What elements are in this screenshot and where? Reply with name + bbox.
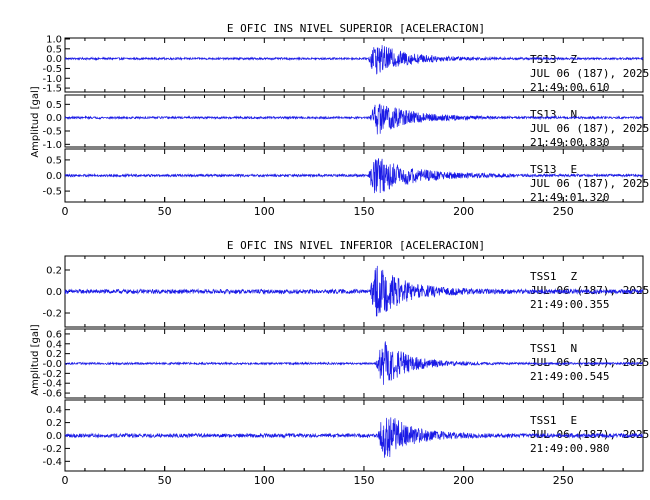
panel-time: 21:49:00.355 xyxy=(530,298,609,311)
waveform-trace xyxy=(64,341,644,385)
y-tick-label: -0.0 xyxy=(42,359,62,370)
x-tick-label: 250 xyxy=(553,474,574,487)
x-tick-label: 200 xyxy=(453,205,474,218)
chart-title-inferior: E OFIC INS NIVEL INFERIOR [ACELERACION] xyxy=(227,239,485,252)
panel-time: 21:49:01.320 xyxy=(530,191,609,204)
x-axis-superior: 0 50 100 150 200 250 xyxy=(62,197,624,218)
y-tick-label: 0.5 xyxy=(46,44,62,55)
y-tick-label: -1.0 xyxy=(42,140,62,151)
y-tick-label: 0.4 xyxy=(46,405,62,416)
waveform-trace xyxy=(64,417,644,458)
waveform-trace xyxy=(64,265,644,317)
panel-station: TS13 N xyxy=(530,108,577,121)
panel-time: 21:49:00.610 xyxy=(530,81,609,94)
panel-station: TSS1 E xyxy=(530,414,577,427)
y-tick-label: -0.5 xyxy=(42,187,62,198)
panel-station: TS13 Z xyxy=(530,53,578,66)
y-tick-label: -0.4 xyxy=(42,379,62,390)
waveform-trace xyxy=(64,158,644,194)
y-tick-label: -0.5 xyxy=(42,127,62,138)
y-tick-label: -0.2 xyxy=(42,369,62,380)
y-axis-label-superior: Amplitud [gal] xyxy=(30,86,41,157)
y-tick-label: 0.5 xyxy=(46,100,62,111)
panel-time: 21:49:00.830 xyxy=(530,136,609,149)
waveform-trace xyxy=(64,45,644,75)
y-tick-label: -0.4 xyxy=(42,457,62,468)
y-tick-label: 0.2 xyxy=(46,349,62,360)
x-tick-label: 50 xyxy=(158,474,172,487)
panel-superior-n: TS13 N JUL 06 (187), 2025 21:49:00.830 0.… xyxy=(42,94,649,151)
panel-time: 21:49:00.980 xyxy=(530,442,609,455)
chart-title-superior: E OFIC INS NIVEL SUPERIOR [ACELERACION] xyxy=(227,22,485,35)
y-tick-label: 0.6 xyxy=(46,329,62,340)
panel-date: JUL 06 (187), 2025 xyxy=(530,177,649,190)
y-tick-label: 0.0 xyxy=(46,54,62,65)
x-tick-label: 0 xyxy=(62,474,69,487)
y-tick-label: -0.2 xyxy=(42,444,62,455)
x-tick-label: 100 xyxy=(254,474,275,487)
x-tick-label: 50 xyxy=(158,205,172,218)
panel-superior-e: TS13 E JUL 06 (187), 2025 21:49:01.320 0.… xyxy=(42,148,649,204)
x-tick-label: 100 xyxy=(254,205,275,218)
y-tick-label: 0.0 xyxy=(46,171,62,182)
panel-station: TSS1 N xyxy=(530,342,577,355)
panel-station: TSS1 Z xyxy=(530,270,578,283)
x-tick-label: 250 xyxy=(553,205,574,218)
panel-inferior-n: TSS1 N JUL 06 (187), 2025 21:49:00.545 0.… xyxy=(42,328,649,400)
y-tick-label: -1.0 xyxy=(42,74,62,85)
panel-time: 21:49:00.545 xyxy=(530,370,609,383)
y-tick-label: -0.5 xyxy=(42,64,62,75)
x-tick-label: 0 xyxy=(62,205,69,218)
panel-date: JUL 06 (187), 2025 xyxy=(530,67,649,80)
panel-date: JUL 06 (187), 2025 xyxy=(530,428,649,441)
y-tick-label: 0.2 xyxy=(46,418,62,429)
panel-date: JUL 06 (187), 2025 xyxy=(530,284,649,297)
x-tick-label: 200 xyxy=(453,474,474,487)
y-tick-label: 0.5 xyxy=(46,155,62,166)
y-tick-label: 0.0 xyxy=(46,287,62,298)
x-tick-label: 150 xyxy=(353,205,374,218)
panel-date: JUL 06 (187), 2025 xyxy=(530,122,649,135)
y-tick-label: -1.5 xyxy=(42,84,62,95)
y-tick-label: 0.2 xyxy=(46,265,62,276)
y-tick-label: 1.0 xyxy=(46,34,62,45)
panel-superior-z: TS13 Z JUL 06 (187), 2025 21:49:00.610 1.… xyxy=(42,34,649,94)
x-tick-label: 150 xyxy=(353,474,374,487)
y-axis-label-inferior: Amplitud [gal] xyxy=(30,324,41,395)
y-tick-label: 0.0 xyxy=(46,431,62,442)
y-tick-label: 0.0 xyxy=(46,113,62,124)
y-tick-label: 0.4 xyxy=(46,339,62,350)
panel-date: JUL 06 (187), 2025 xyxy=(530,356,649,369)
panel-inferior-e: TSS1 E JUL 06 (187), 2025 21:49:00.980 0.… xyxy=(42,399,649,472)
y-tick-label: -0.2 xyxy=(42,309,62,320)
panel-inferior-z: TSS1 Z JUL 06 (187), 2025 21:49:00.355 0.… xyxy=(42,255,649,328)
waveform-trace xyxy=(64,103,644,135)
panel-station: TS13 E xyxy=(530,163,577,176)
y-tick-label: -0.6 xyxy=(42,389,62,400)
x-axis-inferior: 0 50 100 150 200 250 xyxy=(62,466,624,487)
